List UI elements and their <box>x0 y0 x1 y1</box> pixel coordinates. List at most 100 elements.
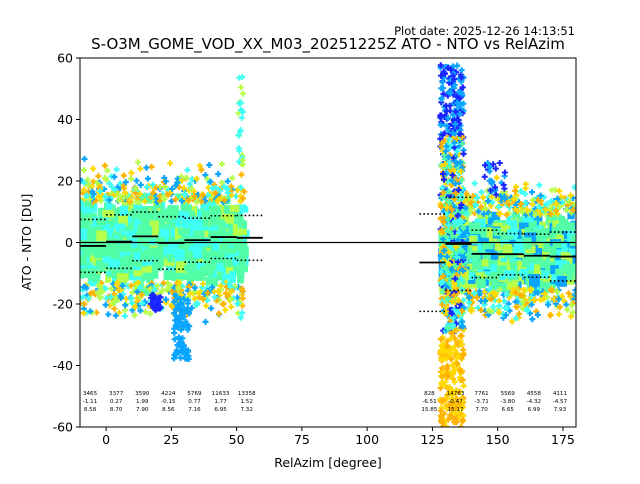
scatter-point <box>89 188 96 195</box>
bin-mean-label: -0.47 <box>448 399 463 405</box>
scatter-point <box>474 194 480 201</box>
scatter-point <box>439 301 446 308</box>
scatter-point <box>496 286 503 293</box>
scatter-point <box>135 159 141 166</box>
scatter-point <box>497 210 504 217</box>
scatter-point <box>84 181 91 188</box>
scatter-point <box>440 347 447 354</box>
scatter-point <box>531 296 538 303</box>
scatter-point <box>471 180 478 187</box>
scatter-point-patch <box>549 245 557 253</box>
scatter-point-patch <box>230 251 242 259</box>
bin-statistics-labels: 3465-1.118.5833770.278.7035901.997.90422… <box>83 391 568 413</box>
scatter-point <box>148 163 155 170</box>
scatter-point <box>455 229 462 236</box>
scatter-point <box>95 281 102 288</box>
scatter-point <box>544 294 551 301</box>
scatter-point <box>547 211 554 218</box>
scatter-point <box>227 295 234 302</box>
scatter-point <box>219 301 226 308</box>
scatter-point-patch <box>122 255 134 262</box>
scatter-point <box>451 76 458 83</box>
scatter-point-patch <box>556 275 567 287</box>
scatter-point-patch <box>96 230 107 242</box>
scatter-point-patch <box>492 266 503 274</box>
scatter-point-patch <box>228 258 239 266</box>
scatter-point <box>217 282 224 289</box>
scatter-point <box>446 261 453 268</box>
scatter-point-patch <box>227 205 240 213</box>
scatter-point-patch <box>142 272 153 281</box>
x-tick-label: 175 <box>551 432 575 447</box>
bin-mean-label: -1.11 <box>83 399 98 405</box>
scatter-point <box>444 288 451 295</box>
scatter-point-patch <box>135 233 147 245</box>
y-tick-label: -40 <box>53 358 73 373</box>
scatter-point <box>115 197 122 204</box>
scatter-point <box>80 284 87 291</box>
scatter-point-patch <box>534 212 543 223</box>
scatter-point <box>529 316 536 323</box>
scatter-point-patch <box>142 192 151 201</box>
scatter-point <box>478 189 485 196</box>
bin-mean-label: -0.15 <box>161 399 176 405</box>
scatter-point <box>454 339 461 346</box>
scatter-point <box>238 114 245 121</box>
scatter-point <box>458 67 465 74</box>
scatter-point <box>498 193 504 200</box>
scatter-point-patch <box>476 278 486 289</box>
scatter-point-patch <box>130 208 139 218</box>
scatter-point-patch <box>463 221 473 229</box>
scatter-point <box>439 341 446 348</box>
scatter-point <box>454 100 461 107</box>
scatter-point <box>437 336 444 343</box>
scatter-point-patch <box>81 206 90 214</box>
scatter-point <box>176 280 182 287</box>
scatter-point-patch <box>220 245 229 256</box>
bin-count-label: 3377 <box>109 391 124 397</box>
scatter-point-patch <box>486 227 498 238</box>
scatter-point <box>437 253 444 259</box>
scatter-point <box>452 180 459 187</box>
scatter-point <box>555 296 562 303</box>
scatter-point <box>457 168 464 175</box>
scatter-point-patch <box>80 219 86 232</box>
scatter-point <box>443 123 450 129</box>
scatter-point <box>480 211 487 217</box>
scatter-point-patch <box>89 227 96 236</box>
scatter-point <box>569 309 576 316</box>
scatter-point <box>204 289 211 296</box>
x-axis-label: RelAzim [degree] <box>274 455 382 470</box>
scatter-point-patch <box>131 203 143 211</box>
scatter-point <box>452 158 459 165</box>
scatter-point <box>178 177 185 184</box>
scatter-point-patch <box>192 247 202 259</box>
scatter-point-patch <box>465 259 474 270</box>
scatter-point <box>102 301 109 308</box>
scatter-point <box>120 182 127 189</box>
x-tick-label: 125 <box>420 432 444 447</box>
scatter-point <box>438 72 445 79</box>
scatter-point <box>516 310 523 317</box>
bin-count-label: 3590 <box>135 391 150 397</box>
scatter-point <box>537 192 544 199</box>
scatter-point <box>458 377 465 384</box>
scatter-point <box>503 211 510 218</box>
scatter-point <box>181 296 188 303</box>
scatter-point-patch <box>456 258 466 266</box>
scatter-point <box>147 310 154 317</box>
scatter-point-patch <box>555 268 564 276</box>
scatter-point <box>235 131 242 138</box>
scatter-point <box>174 324 181 331</box>
scatter-point-patch <box>177 228 190 236</box>
scatter-point <box>462 205 469 211</box>
scatter-point <box>517 201 524 207</box>
scatter-point <box>567 192 574 199</box>
scatter-point <box>162 296 169 303</box>
scatter-point <box>445 216 452 223</box>
scatter-point <box>438 269 444 276</box>
scatter-point-patch <box>102 258 111 269</box>
scatter-point <box>177 307 184 314</box>
scatter-point <box>440 214 447 221</box>
scatter-point <box>509 318 516 325</box>
